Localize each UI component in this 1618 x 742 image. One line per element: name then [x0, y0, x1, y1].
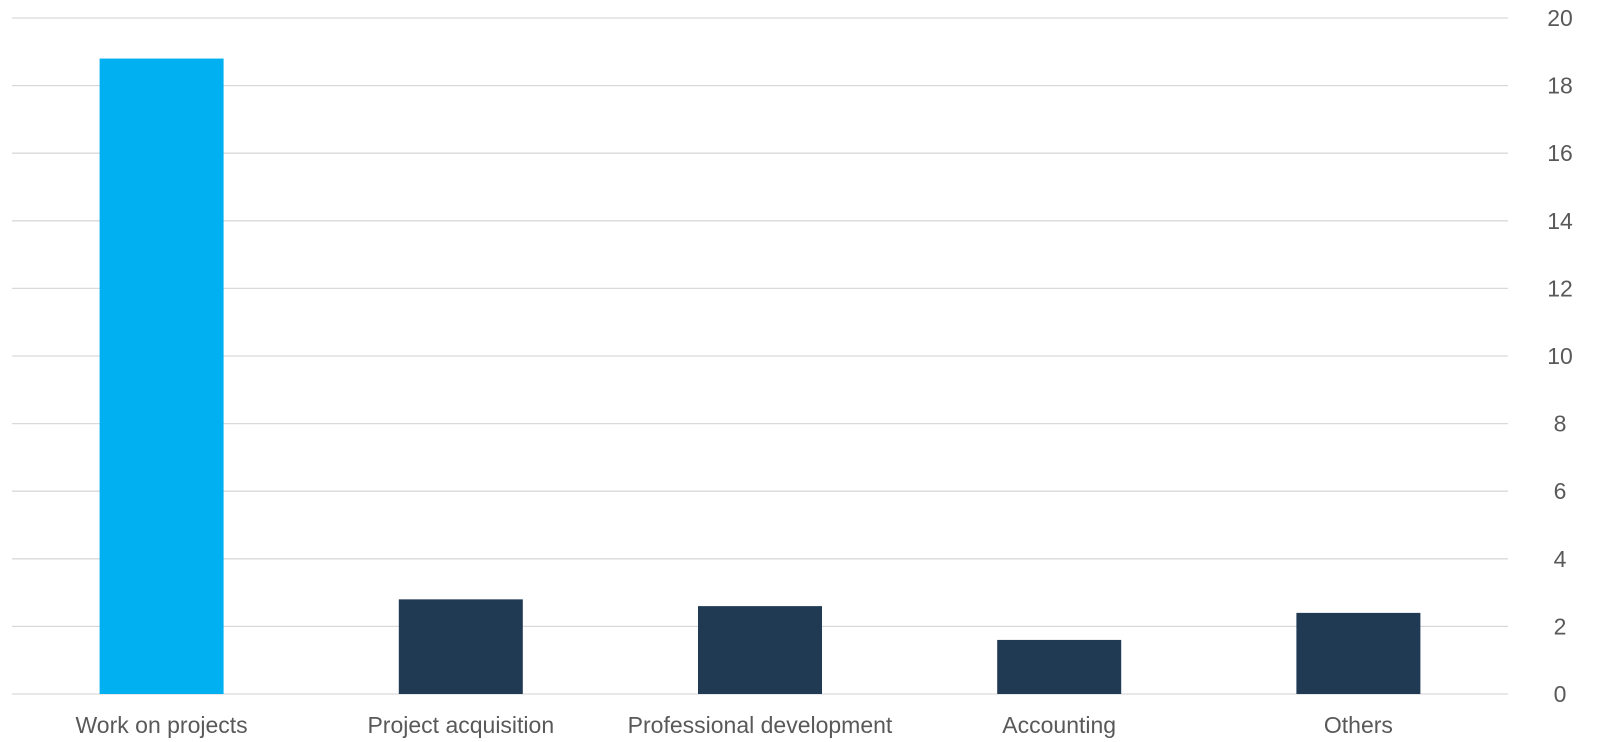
bar-project-acquisition: [398, 599, 523, 694]
y-tick-label: 18: [1547, 73, 1573, 99]
x-category-label: Professional development: [628, 712, 893, 738]
y-axis-ticks: 0 2 4 6 8 10 12 14 16 18 20: [1547, 5, 1573, 707]
bars: [99, 58, 1421, 695]
y-tick-label: 10: [1547, 343, 1573, 369]
bar-others: [1296, 612, 1421, 694]
y-tick-label: 4: [1554, 546, 1567, 572]
y-tick-label: 6: [1554, 478, 1567, 504]
y-tick-label: 20: [1547, 5, 1573, 31]
y-tick-label: 2: [1554, 613, 1567, 639]
gridlines: [12, 17, 1508, 695]
y-tick-label: 16: [1547, 140, 1573, 166]
y-tick-label: 8: [1554, 411, 1567, 437]
y-tick-label: 0: [1554, 681, 1567, 707]
x-category-label: Others: [1324, 712, 1393, 738]
bar-accounting: [997, 639, 1122, 694]
y-tick-label: 12: [1547, 275, 1573, 301]
bar-work-on-projects: [99, 58, 224, 695]
y-tick-label: 14: [1547, 208, 1573, 234]
bar-professional-development: [698, 606, 822, 694]
x-category-label: Project acquisition: [367, 712, 554, 738]
x-axis-labels: Work on projects Project acquisition Profe…: [76, 712, 1393, 738]
x-category-label: Accounting: [1002, 712, 1116, 738]
x-category-label: Work on projects: [76, 712, 248, 738]
